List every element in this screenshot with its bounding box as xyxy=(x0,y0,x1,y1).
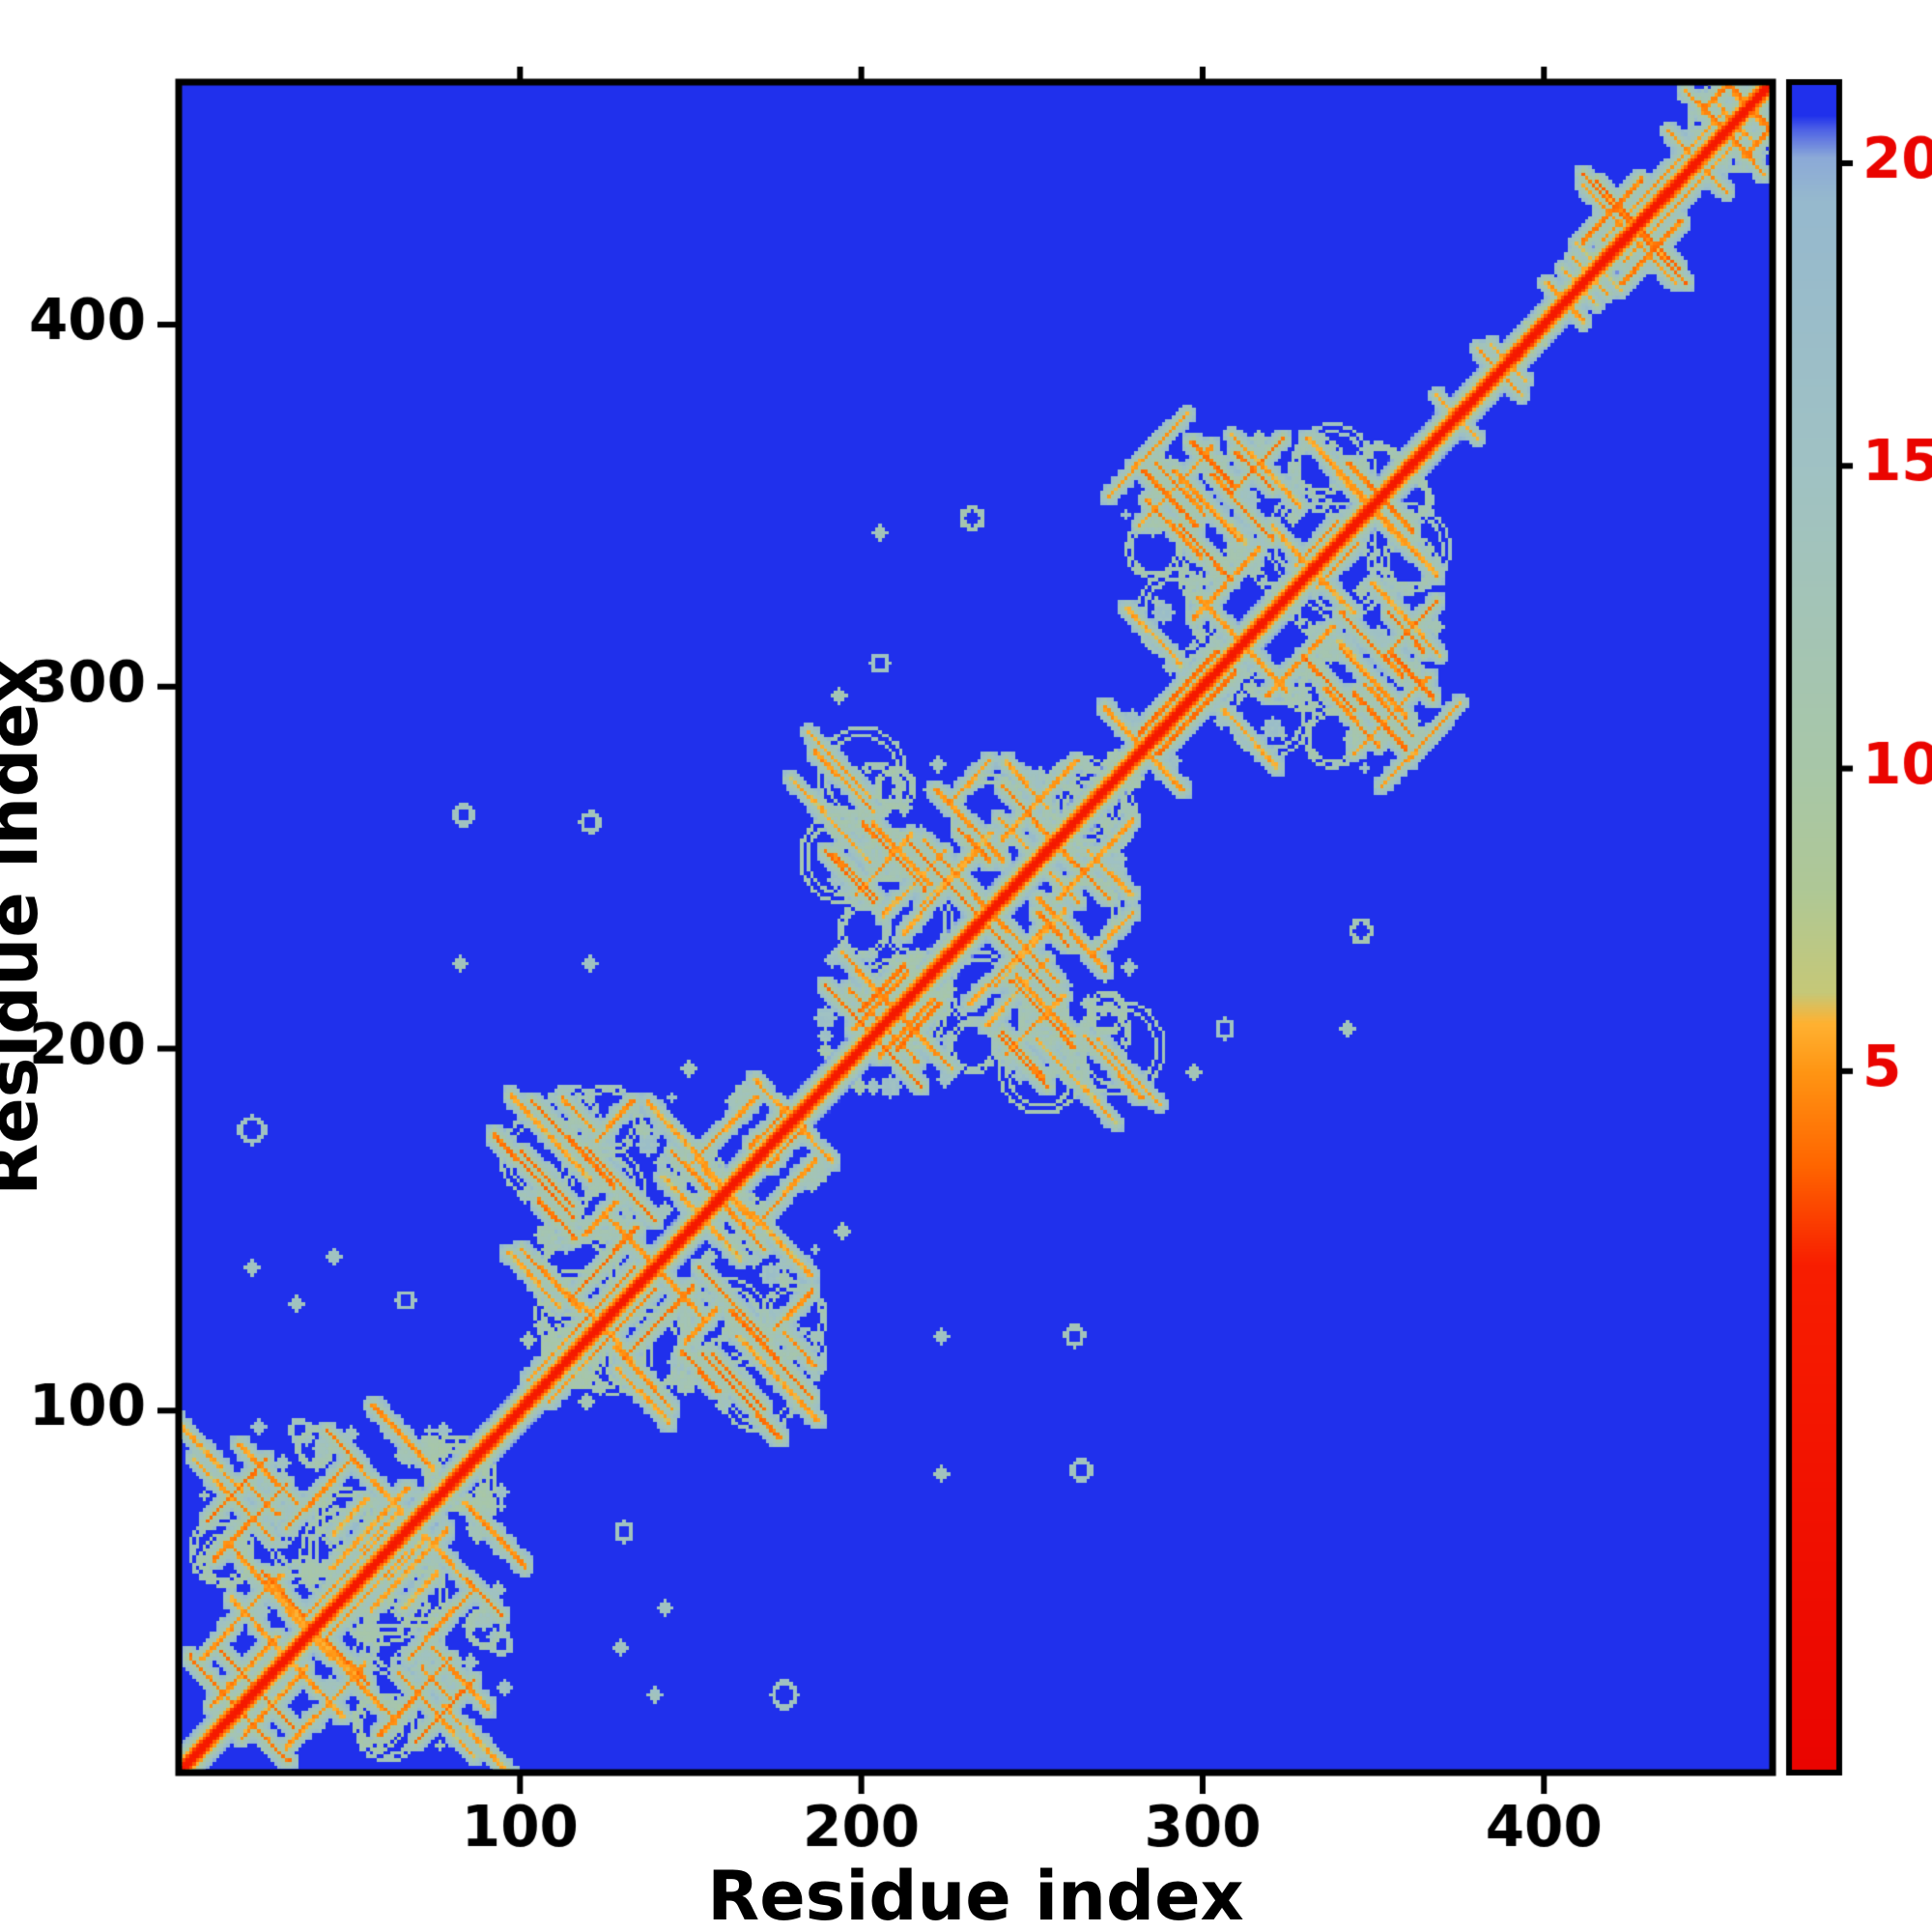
x-axis-label: Residue index xyxy=(707,1857,1244,1932)
y-axis-label: Residue index xyxy=(0,659,53,1196)
